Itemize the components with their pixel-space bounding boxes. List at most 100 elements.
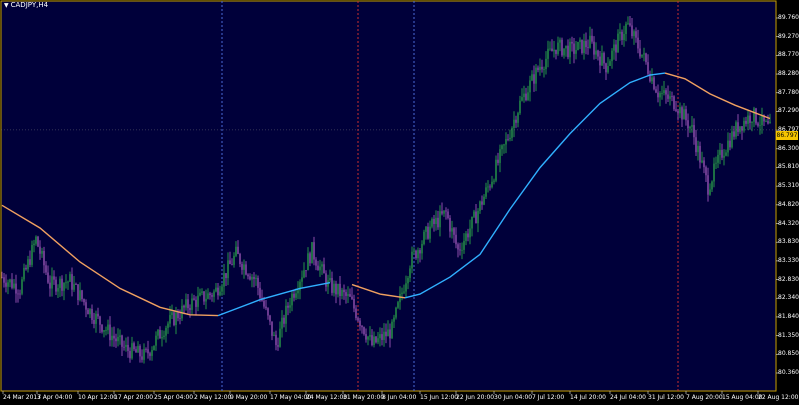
time-tick-label: 24 Jul 04:00 <box>610 394 646 401</box>
time-tick-label: 22 Jun 20:00 <box>456 394 495 401</box>
candle-body <box>153 345 155 351</box>
candle-body <box>443 210 445 214</box>
candle-body <box>285 305 287 324</box>
candle-body <box>15 283 17 294</box>
candle-body <box>753 108 755 122</box>
candle-body <box>625 23 627 35</box>
candle-body <box>489 186 491 188</box>
candle-body <box>395 307 397 318</box>
candle-body <box>107 324 109 331</box>
candle-body <box>41 250 43 254</box>
candle-body <box>565 45 567 49</box>
candle-body <box>175 312 177 326</box>
candle-body <box>19 293 21 295</box>
candle-body <box>33 243 35 246</box>
candle-body <box>377 338 379 343</box>
candle-body <box>637 37 639 49</box>
candle-body <box>393 317 395 322</box>
candle-body <box>159 329 161 339</box>
time-tick-label: 10 Apr 12:00 <box>78 394 118 401</box>
candle-body <box>723 155 725 158</box>
candle-body <box>63 282 65 291</box>
candle-body <box>213 291 215 297</box>
time-tick-label: 22 Aug 12:00 <box>758 394 799 401</box>
candle-body <box>51 276 53 289</box>
candle-body <box>29 259 31 265</box>
candle-body <box>701 160 703 163</box>
candle-body <box>475 211 477 224</box>
candle-body <box>139 345 141 357</box>
candle-body <box>613 44 615 51</box>
candle-body <box>661 93 663 94</box>
candle-body <box>449 217 451 232</box>
candle-body <box>711 181 713 190</box>
candle-body <box>59 278 61 288</box>
price-tick-label: 87.290 <box>778 107 799 115</box>
candle-body <box>635 31 637 38</box>
candle-body <box>45 265 47 273</box>
candle-body <box>715 162 717 164</box>
candle-body <box>733 131 735 137</box>
candle-body <box>477 210 479 224</box>
candle-body <box>653 77 655 90</box>
candle-body <box>271 321 273 336</box>
candle-body <box>631 25 633 37</box>
candle-body <box>465 233 467 241</box>
candle-body <box>525 93 527 101</box>
candle-body <box>747 115 749 124</box>
candle-body <box>99 316 101 325</box>
candle-body <box>343 289 345 293</box>
candle-body <box>595 50 597 55</box>
candle-body <box>81 290 83 300</box>
dropdown-arrow-icon[interactable]: ▼ <box>4 1 9 9</box>
candle-body <box>725 152 727 156</box>
candle-body <box>277 345 279 347</box>
candle-body <box>111 335 113 341</box>
candle-body <box>85 302 87 310</box>
candle-body <box>383 331 385 340</box>
candle-body <box>717 154 719 163</box>
candle-body <box>447 211 449 218</box>
price-tick-label: 85.810 <box>778 163 799 171</box>
candle-body <box>505 139 507 145</box>
candle-body <box>501 145 503 150</box>
candle-body <box>605 63 607 73</box>
candle-body <box>655 89 657 93</box>
candle-body <box>601 53 603 66</box>
candle-body <box>215 287 217 292</box>
candle-body <box>23 267 25 280</box>
moving-average-line <box>404 72 666 299</box>
candle-body <box>473 211 475 217</box>
candle-body <box>155 335 157 346</box>
time-tick-label: 24 Mar 2017 <box>3 394 42 401</box>
price-tick-label: 83.830 <box>778 238 799 246</box>
candle-body <box>113 335 115 339</box>
candle-body <box>281 317 283 329</box>
candle-body <box>109 324 111 341</box>
candle-body <box>241 264 243 270</box>
price-tick-label: 83.330 <box>778 256 799 264</box>
candle-body <box>315 259 317 266</box>
candle-body <box>289 305 291 308</box>
price-tick-label: 84.320 <box>778 219 799 227</box>
candle-body <box>445 210 447 212</box>
candle-body <box>269 315 271 322</box>
candle-body <box>627 23 629 25</box>
candle-body <box>163 335 165 338</box>
candle-body <box>229 260 231 265</box>
candle-body <box>677 110 679 114</box>
candle-body <box>669 96 671 99</box>
candle-body <box>435 217 437 225</box>
candle-body <box>221 286 223 292</box>
candle-body <box>755 108 757 124</box>
candle-body <box>123 346 125 348</box>
candle-body <box>115 338 117 342</box>
candle-body <box>731 131 733 148</box>
candle-body <box>325 273 327 287</box>
price-tick-label: 80.850 <box>778 350 799 358</box>
candle-body <box>5 282 7 287</box>
time-tick-label: 17 May 04:00 <box>270 394 312 401</box>
candle-body <box>297 290 299 294</box>
